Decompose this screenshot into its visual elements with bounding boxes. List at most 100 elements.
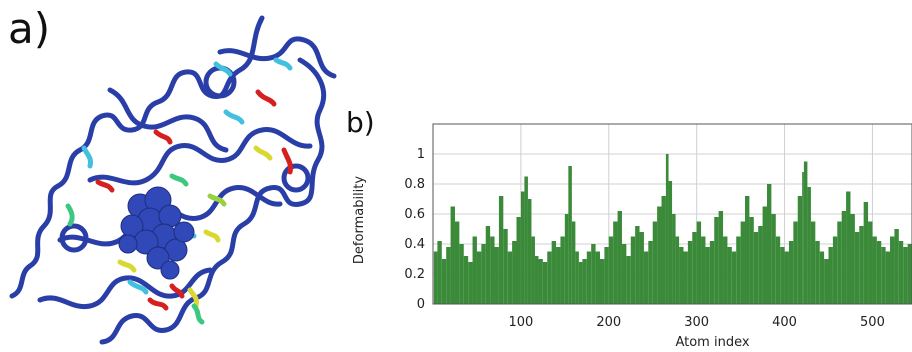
backbone-segment-flexible xyxy=(203,229,221,243)
protein-structure-image xyxy=(9,15,337,345)
bar xyxy=(850,214,855,304)
bar xyxy=(531,236,535,304)
bar xyxy=(802,172,804,304)
backbone-segment-flexible xyxy=(191,303,205,325)
x-tick-label: 400 xyxy=(772,315,797,330)
backbone-segment-flexible xyxy=(127,279,149,295)
bar xyxy=(498,196,504,304)
backbone-segment-flexible xyxy=(253,145,273,161)
bar xyxy=(621,244,627,304)
bar xyxy=(586,251,592,304)
bar xyxy=(828,247,833,304)
bar xyxy=(740,221,746,304)
bar xyxy=(701,236,706,304)
bar xyxy=(657,206,662,304)
bar xyxy=(485,226,491,304)
backbone-loop xyxy=(281,163,311,193)
bar xyxy=(807,187,811,304)
bar xyxy=(672,214,676,304)
bar xyxy=(446,247,451,304)
bar xyxy=(437,241,442,304)
x-axis-label: Atom index xyxy=(675,335,749,350)
bar xyxy=(571,221,576,304)
panel-label-a: a) xyxy=(8,4,51,53)
bar xyxy=(630,236,636,304)
backbone-segment-flexible xyxy=(95,179,115,193)
bar xyxy=(542,262,548,304)
backbone-segment-flexible xyxy=(223,109,245,125)
bar xyxy=(547,251,552,304)
bar xyxy=(793,221,798,304)
bar xyxy=(775,236,781,304)
bar xyxy=(810,221,816,304)
bar xyxy=(788,241,794,304)
bar xyxy=(648,241,653,304)
bar xyxy=(753,232,759,304)
bar xyxy=(854,232,860,304)
bar xyxy=(745,196,750,304)
bar xyxy=(454,221,460,304)
bar xyxy=(868,221,873,304)
bar xyxy=(575,251,579,304)
y-axis-label: Deformability xyxy=(352,176,367,264)
backbone-segment-flexible xyxy=(81,145,93,169)
y-tick-label: 0.8 xyxy=(404,177,425,192)
bar xyxy=(595,251,600,304)
bar xyxy=(599,259,605,304)
bar xyxy=(507,251,513,304)
backbone-segment xyxy=(217,36,337,79)
bar xyxy=(568,166,572,304)
bar xyxy=(881,247,886,304)
bar xyxy=(652,221,658,304)
x-tick-label: 300 xyxy=(684,315,709,330)
ligand-atom xyxy=(173,221,195,243)
bar xyxy=(832,236,838,304)
bar xyxy=(582,259,587,304)
bar xyxy=(780,247,785,304)
bar xyxy=(819,251,825,304)
bar xyxy=(538,259,543,304)
bar xyxy=(490,236,495,304)
backbone-segment xyxy=(107,87,229,153)
bar xyxy=(613,221,618,304)
bar xyxy=(503,229,508,304)
backbone-segment xyxy=(87,127,313,186)
bar xyxy=(643,251,649,304)
bar xyxy=(894,229,899,304)
backbone-segment-flexible xyxy=(281,147,293,175)
ligand-atom xyxy=(160,260,180,280)
bar xyxy=(898,241,904,304)
bar xyxy=(903,247,908,304)
bar xyxy=(714,217,719,304)
bar xyxy=(837,221,842,304)
bar xyxy=(815,241,820,304)
bar xyxy=(863,202,869,304)
x-tick-label: 500 xyxy=(860,315,885,330)
bar xyxy=(668,181,673,304)
bar xyxy=(441,259,447,304)
bar xyxy=(749,217,754,304)
bar xyxy=(481,244,486,304)
x-tick-label: 100 xyxy=(508,315,533,330)
y-tick-label: 1 xyxy=(417,147,425,162)
bar xyxy=(679,247,684,304)
backbone-segment-flexible xyxy=(187,287,199,309)
bar xyxy=(723,236,728,304)
backbone-segment-flexible xyxy=(147,297,169,311)
bar xyxy=(727,247,732,304)
bar xyxy=(476,251,482,304)
backbone-segment xyxy=(99,57,327,345)
bar xyxy=(617,211,622,304)
x-tick-label: 200 xyxy=(596,315,621,330)
bar xyxy=(736,236,741,304)
bar xyxy=(696,221,702,304)
bar xyxy=(687,241,693,304)
bar xyxy=(665,154,669,304)
bar xyxy=(841,211,847,304)
bar xyxy=(527,199,532,304)
bar xyxy=(494,247,499,304)
bar xyxy=(524,176,528,304)
backbone-segment xyxy=(37,267,213,310)
backbone-segment-flexible xyxy=(153,129,173,145)
